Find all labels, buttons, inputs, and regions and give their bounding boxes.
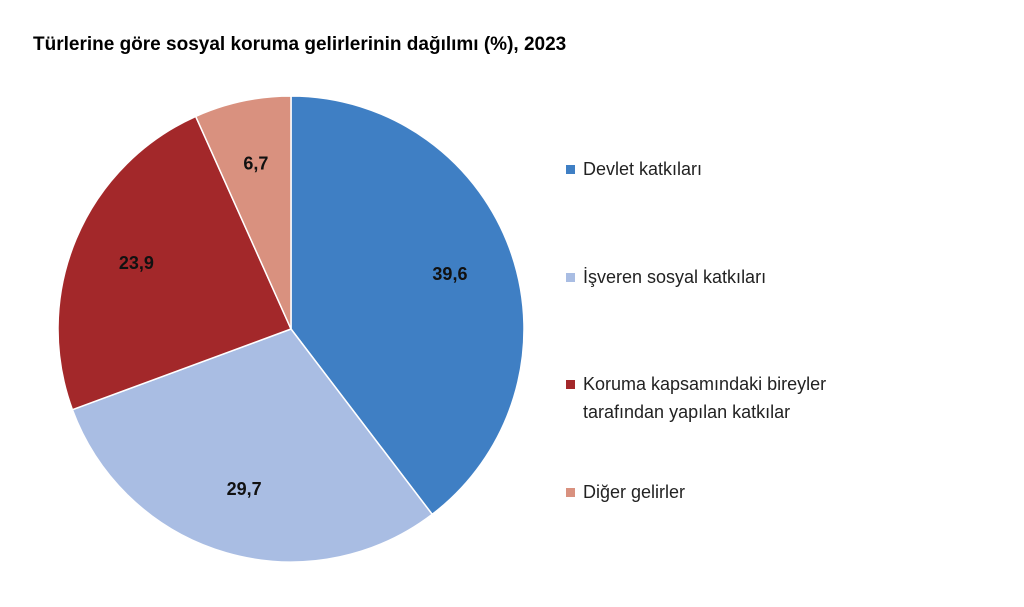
pie-slice — [71, 328, 434, 563]
legend-swatch — [566, 488, 575, 497]
legend-item: Devlet katkıları — [566, 155, 896, 183]
legend-label: Koruma kapsamındaki bireyler tarafından … — [583, 374, 827, 422]
legend-swatch — [566, 165, 575, 174]
data-label: 23,9 — [119, 253, 154, 273]
legend-item: İşveren sosyal katkıları — [566, 263, 896, 291]
data-label: 29,7 — [227, 479, 262, 499]
legend-label: Diğer gelirler — [583, 482, 686, 502]
legend-item: Koruma kapsamındaki bireyler tarafından … — [566, 370, 896, 426]
data-label: 6,7 — [243, 154, 268, 174]
legend-item: Diğer gelirler — [566, 478, 896, 506]
pie-slice — [194, 95, 292, 330]
legend-swatch — [566, 380, 575, 389]
chart-title: Türlerine göre sosyal koruma gelirlerini… — [33, 34, 566, 55]
legend-label: Devlet katkıları — [583, 159, 703, 179]
legend-label: İşveren sosyal katkıları — [583, 267, 767, 287]
pie-slice — [57, 115, 293, 411]
pie-slice — [290, 95, 525, 516]
data-label: 39,6 — [432, 264, 467, 284]
legend-swatch — [566, 273, 575, 282]
